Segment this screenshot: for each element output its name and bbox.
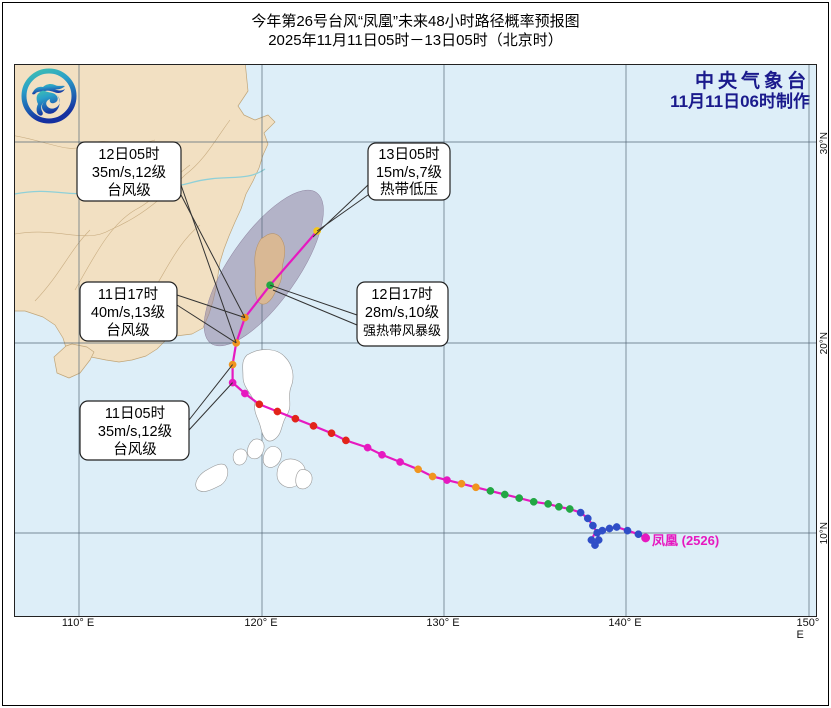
svg-text:凤凰 (2526): 凤凰 (2526) [652, 533, 719, 548]
svg-text:11日17时: 11日17时 [98, 286, 158, 303]
svg-text:11月11日06时制作: 11月11日06时制作 [670, 91, 810, 111]
svg-text:40m/s,13级: 40m/s,13级 [91, 304, 165, 321]
svg-text:12日17时: 12日17时 [371, 286, 432, 303]
svg-text:12日05时: 12日05时 [98, 146, 159, 163]
svg-text:台风级: 台风级 [113, 441, 157, 458]
svg-text:28m/s,10级: 28m/s,10级 [365, 304, 439, 321]
svg-text:13日05时: 13日05时 [378, 146, 439, 163]
svg-text:15m/s,7级: 15m/s,7级 [376, 164, 442, 181]
svg-text:11日05时: 11日05时 [105, 405, 165, 422]
svg-text:台风级: 台风级 [106, 322, 150, 339]
svg-text:中央气象台: 中央气象台 [695, 69, 810, 92]
svg-text:35m/s,12级: 35m/s,12级 [98, 423, 172, 440]
svg-text:台风级: 台风级 [107, 182, 151, 199]
svg-text:热带低压: 热带低压 [380, 181, 438, 198]
svg-text:35m/s,12级: 35m/s,12级 [92, 164, 166, 181]
svg-text:强热带风暴级: 强热带风暴级 [363, 323, 441, 338]
